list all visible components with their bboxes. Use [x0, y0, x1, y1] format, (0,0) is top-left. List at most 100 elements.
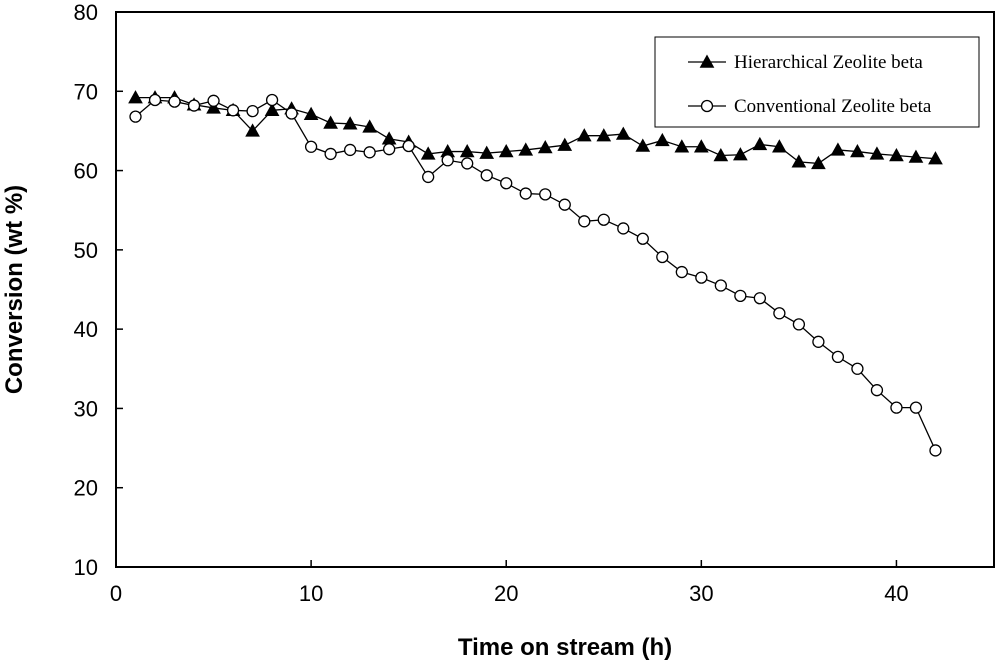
data-point: [206, 100, 221, 114]
data-point: [596, 128, 612, 142]
x-tick-label: 0: [110, 581, 122, 606]
data-point: [441, 154, 454, 167]
legend-label: Hierarchical Zeolite beta: [734, 52, 923, 73]
series-line: [135, 99, 937, 451]
data-point: [656, 250, 669, 264]
data-point: [558, 198, 571, 211]
data-point: [383, 143, 396, 156]
data-point: [753, 292, 767, 305]
data-point: [889, 147, 904, 162]
y-tick-label: 80: [74, 0, 98, 25]
data-point: [870, 384, 884, 397]
data-point: [264, 102, 280, 117]
data-point: [675, 265, 688, 279]
data-point: [831, 350, 845, 364]
y-axis-tick-labels: 10 20 30 40 50 60 70 80: [74, 0, 98, 580]
data-point: [812, 335, 825, 348]
data-point: [635, 138, 651, 152]
data-point: [929, 444, 942, 457]
data-point: [850, 144, 865, 158]
data-point: [539, 188, 552, 201]
data-point: [576, 128, 592, 142]
data-point: [285, 107, 298, 120]
data-point: [362, 119, 377, 133]
data-point: [479, 145, 495, 159]
data-point: [537, 140, 553, 154]
data-point: [615, 126, 631, 140]
data-point: [342, 116, 358, 130]
data-point: [459, 144, 475, 158]
data-point: [519, 187, 532, 200]
data-point: [791, 154, 807, 168]
data-point: [557, 137, 573, 151]
data-point: [343, 143, 357, 157]
data-point: [733, 147, 748, 161]
data-point: [381, 131, 397, 145]
data-point: [304, 140, 318, 153]
x-tick-label: 40: [884, 581, 908, 606]
data-point: [246, 104, 259, 118]
legend-item: Hierarchical Zeolite beta: [688, 52, 923, 73]
data-point: [909, 401, 923, 414]
data-point: [654, 132, 670, 147]
y-tick-label: 60: [74, 159, 98, 184]
plot-border: [115, 11, 995, 568]
series-layer: [128, 90, 943, 457]
x-tick-label: 10: [299, 581, 323, 606]
data-point: [128, 90, 143, 104]
data-point: [226, 104, 240, 117]
data-point: [402, 139, 415, 153]
y-tick-label: 10: [74, 555, 98, 580]
data-point: [890, 401, 903, 414]
data-point: [773, 307, 786, 320]
data-point: [168, 95, 181, 108]
data-point: [851, 362, 864, 375]
data-point: [928, 151, 943, 165]
data-point: [752, 136, 768, 151]
legend-marker: [699, 54, 715, 68]
y-tick-label: 70: [74, 79, 98, 104]
data-point: [714, 279, 727, 292]
data-point: [148, 93, 162, 107]
data-point: [695, 271, 708, 284]
data-point: [597, 213, 610, 226]
legend-label: Conventional Zeolite beta: [734, 96, 932, 117]
legend-item: Conventional Zeolite beta: [688, 96, 932, 117]
data-point: [129, 110, 142, 123]
legend-box: [654, 36, 980, 128]
x-axis-tick-labels: 0 10 20 30 40: [110, 581, 909, 606]
data-point: [772, 139, 787, 153]
plot-area: [115, 11, 995, 568]
data-point: [617, 222, 630, 235]
data-point: [303, 106, 319, 120]
data-point: [461, 157, 474, 170]
data-point: [324, 147, 337, 161]
data-point: [518, 142, 534, 156]
x-axis-title: Time on stream (h): [458, 634, 672, 660]
data-point: [207, 94, 220, 107]
data-point: [323, 115, 338, 129]
data-point: [265, 93, 279, 107]
data-point: [498, 144, 514, 158]
data-point: [500, 177, 513, 190]
data-point: [420, 146, 436, 160]
x-tick-label: 30: [689, 581, 713, 606]
y-axis-title: Conversion (wt %): [1, 185, 28, 394]
data-point: [830, 142, 846, 156]
x-tick-label: 20: [494, 581, 518, 606]
y-tick-label: 20: [74, 476, 98, 501]
data-point: [245, 123, 260, 137]
y-tick-label: 40: [74, 317, 98, 342]
data-point: [713, 147, 729, 162]
data-point: [734, 289, 747, 302]
data-point: [792, 318, 806, 331]
axis-ticks: [115, 11, 898, 568]
data-point: [869, 146, 885, 160]
y-tick-label: 30: [74, 396, 98, 421]
series-conventional: [129, 93, 942, 457]
data-point: [908, 149, 924, 163]
data-point: [578, 215, 591, 228]
data-point: [693, 139, 709, 153]
data-point: [480, 169, 493, 182]
